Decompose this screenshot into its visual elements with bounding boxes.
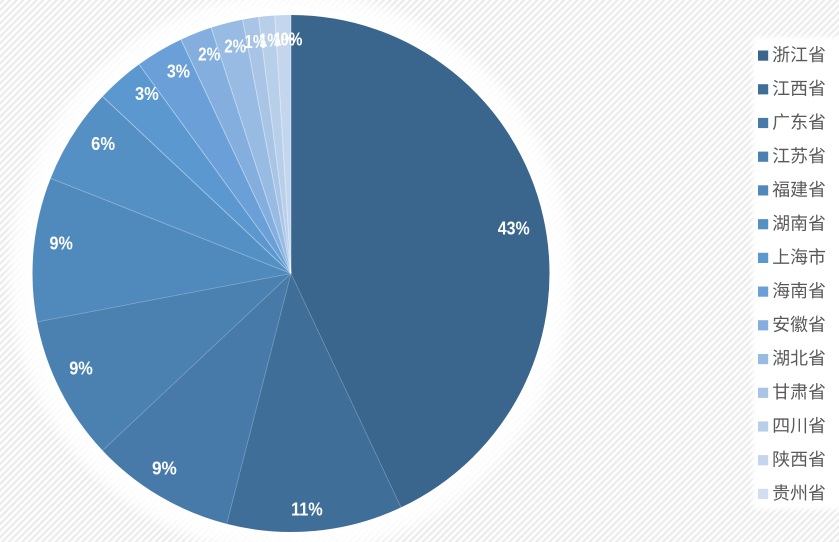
svg-text:1%: 1%	[245, 31, 267, 52]
svg-text:11%: 11%	[291, 498, 323, 519]
svg-text:3%: 3%	[167, 61, 190, 82]
svg-text:9%: 9%	[50, 233, 73, 254]
svg-text:6%: 6%	[91, 133, 115, 154]
svg-text:9%: 9%	[152, 458, 177, 479]
svg-text:2%: 2%	[224, 36, 246, 57]
svg-text:2%: 2%	[198, 43, 220, 64]
svg-text:9%: 9%	[69, 358, 93, 379]
svg-text:1%: 1%	[259, 29, 281, 50]
svg-text:0%: 0%	[280, 28, 302, 49]
svg-text:1%: 1%	[273, 28, 295, 49]
svg-text:43%: 43%	[498, 217, 530, 238]
svg-text:3%: 3%	[135, 83, 159, 104]
